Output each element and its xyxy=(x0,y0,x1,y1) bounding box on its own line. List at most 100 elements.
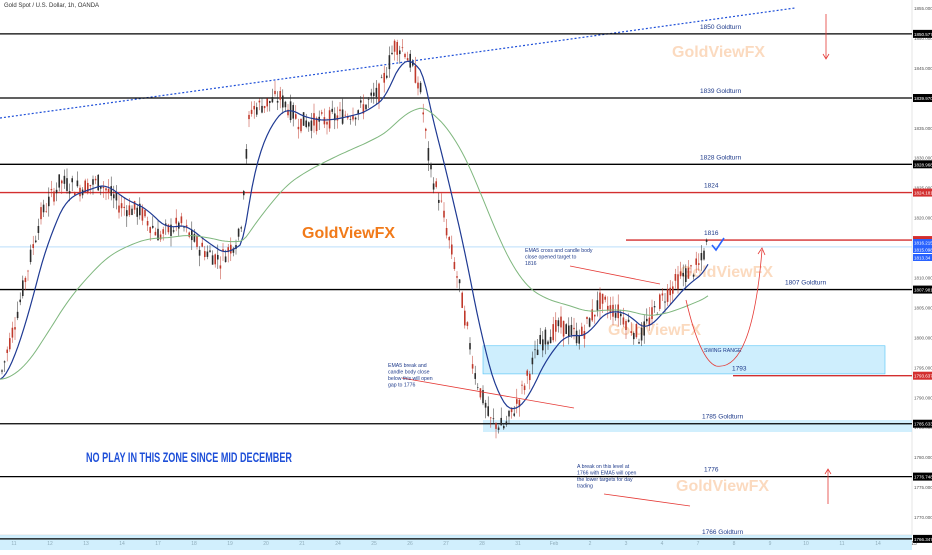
candle-body xyxy=(401,47,404,49)
candle-body xyxy=(435,181,437,187)
projection-arrowhead xyxy=(757,247,766,256)
candle-body xyxy=(542,339,544,351)
candle-body xyxy=(87,182,89,194)
candle-body xyxy=(123,206,125,208)
candle-body xyxy=(388,55,391,70)
candle-body xyxy=(464,310,466,326)
candle-body xyxy=(640,327,643,341)
candle-body xyxy=(508,410,510,417)
pointer-arrow xyxy=(603,493,691,507)
candle-body xyxy=(396,42,398,55)
candle-body xyxy=(58,174,60,188)
candle-body xyxy=(128,205,131,216)
watermark-faint: GoldViewFX xyxy=(680,264,773,281)
candle-body xyxy=(300,118,302,132)
candle-body xyxy=(302,112,305,126)
candle-body xyxy=(334,113,336,121)
candle-body xyxy=(477,387,479,388)
candle-body xyxy=(505,421,508,425)
candle-body xyxy=(539,334,541,344)
candle-body xyxy=(224,256,227,263)
support-zone-1785 xyxy=(483,420,912,432)
candle-body xyxy=(685,268,687,282)
candle-body xyxy=(432,183,435,190)
candle-body xyxy=(492,418,495,420)
y-tick-label: 1790.000 xyxy=(914,395,932,400)
candle-body xyxy=(703,250,705,260)
candle-body xyxy=(261,105,263,113)
annotation-ema-break: below this will open xyxy=(388,376,433,382)
candle-body xyxy=(461,292,463,308)
candle-body xyxy=(456,276,458,278)
x-tick-label: 15 xyxy=(911,541,917,547)
candle-body xyxy=(232,248,235,253)
price-tag-text: 1828.968 xyxy=(914,162,932,167)
candle-body xyxy=(50,188,53,191)
candle-body xyxy=(425,128,427,131)
candle-body xyxy=(692,274,695,277)
candle-body xyxy=(352,114,354,120)
current-price-tag xyxy=(913,254,932,261)
level-label: 1793 xyxy=(732,366,747,373)
candle-body xyxy=(591,309,593,321)
candle-body xyxy=(172,230,175,232)
candle-body xyxy=(263,105,266,109)
candle-body xyxy=(74,192,76,195)
candle-body xyxy=(666,289,669,302)
candle-body xyxy=(596,300,599,311)
candle-body xyxy=(245,149,248,159)
check-icon xyxy=(711,237,725,252)
pointer-arrow xyxy=(401,377,575,409)
candle-body xyxy=(9,338,11,350)
candle-body xyxy=(42,204,45,213)
candle-body xyxy=(146,221,149,226)
level-label: 1807 Goldturn xyxy=(785,280,827,287)
level-label: 1828 Goldturn xyxy=(700,154,742,161)
candle-body xyxy=(279,91,281,100)
candle-body xyxy=(48,196,50,207)
candle-body xyxy=(237,228,240,237)
candle-body xyxy=(443,210,445,218)
candle-body xyxy=(214,254,216,265)
candle-body xyxy=(503,425,505,429)
candle-body xyxy=(380,77,383,79)
candle-body xyxy=(92,179,94,185)
candle-body xyxy=(253,105,255,110)
candle-body xyxy=(68,191,71,194)
candle-body xyxy=(326,121,328,125)
candle-body xyxy=(191,229,193,241)
candle-body xyxy=(154,231,157,236)
candle-body xyxy=(523,385,526,391)
candle-body xyxy=(495,423,497,429)
candle-body xyxy=(126,210,128,217)
candle-body xyxy=(417,82,419,89)
candle-body xyxy=(175,217,177,224)
candle-body xyxy=(113,194,115,199)
candle-body xyxy=(297,126,300,130)
level-label: 1766 Goldturn xyxy=(702,529,744,536)
candle-body xyxy=(165,223,167,225)
swing-range-zone xyxy=(482,345,886,375)
candle-body xyxy=(490,417,492,419)
level-label: 1850 Goldturn xyxy=(700,24,742,31)
candle-body xyxy=(336,115,339,121)
candle-body xyxy=(557,320,560,327)
candle-body xyxy=(287,109,289,116)
candle-body xyxy=(549,336,552,344)
price-tag-text: 1807.981 xyxy=(914,288,932,293)
candle-body xyxy=(24,277,27,283)
candle-body xyxy=(474,373,476,379)
level-label: 1776 xyxy=(704,467,719,474)
candle-body xyxy=(534,349,536,351)
candle-body xyxy=(188,232,190,237)
candle-body xyxy=(274,90,276,95)
candle-body xyxy=(409,53,411,68)
y-tick-label: 1810.000 xyxy=(914,275,932,280)
candle-body xyxy=(698,263,700,265)
candle-body xyxy=(453,261,456,270)
candle-body xyxy=(516,399,518,404)
support-zone-1766 xyxy=(0,535,912,551)
annotation-break-1766: trading xyxy=(577,484,593,490)
candle-body xyxy=(258,100,261,103)
candle-body xyxy=(672,286,674,294)
